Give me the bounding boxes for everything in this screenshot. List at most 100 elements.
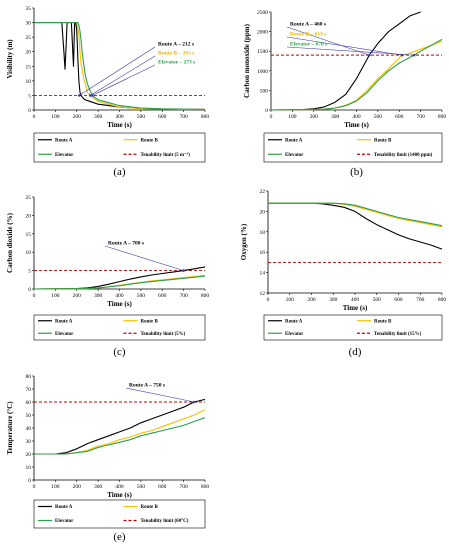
x-tick-label: 300 [94, 484, 103, 490]
x-tick-label: 100 [286, 297, 295, 303]
y-tick-label: 20 [26, 452, 32, 458]
x-tick-label: 200 [307, 297, 316, 303]
y-tick-label: 0 [28, 108, 31, 114]
x-tick-label: 200 [310, 114, 319, 120]
y-tick-label: 15 [26, 232, 32, 238]
legend-label: Route B [141, 138, 159, 143]
x-tick-label: 400 [352, 114, 361, 120]
y-tick-label: 0 [265, 108, 268, 114]
y-tick-label: 60 [26, 400, 32, 406]
y-tick-label: 2500 [257, 10, 268, 16]
legend-label: Route B [374, 319, 392, 324]
y-tick-label: 70 [26, 387, 32, 393]
y-tick-label: 0 [28, 478, 31, 484]
annotation-arrow [79, 46, 156, 96]
legend-label: Route B [141, 319, 159, 324]
x-tick-label: 100 [288, 114, 297, 120]
x-tick-label: 400 [115, 484, 124, 490]
y-tick-label: 14 [260, 271, 266, 277]
x-axis-label: Time (s) [107, 300, 132, 308]
y-tick-label: 2000 [257, 30, 268, 36]
annotation-label: Route A – 750 s [129, 383, 165, 389]
legend-label: Route A [285, 319, 303, 324]
y-axis-label: Visibility (m) [6, 39, 14, 79]
x-tick-label: 800 [201, 114, 210, 120]
y-tick-label: 30 [26, 439, 32, 445]
annotation-label: Elevator – 670 s [290, 42, 327, 48]
annotation-arrowhead [91, 94, 94, 97]
x-tick-label: 600 [158, 114, 167, 120]
panel-label: (e) [113, 531, 126, 543]
x-tick-label: 200 [73, 114, 82, 120]
y-tick-label: 16 [260, 250, 266, 256]
chart-a: 0 100 200 300 400 500 600 700 800 0 5 10 15 20 25 30 35 T… [6, 6, 209, 178]
chart-d: 0 100 200 300 400 500 600 700 800 12 14 16 18 20 22 Tim… [240, 189, 446, 358]
x-tick-label: 0 [270, 114, 273, 120]
legend-box [33, 499, 206, 529]
y-tick-label: 30 [26, 21, 32, 27]
annotation-label: Route B – 613 s [290, 32, 326, 38]
annotation-arrowhead [88, 94, 92, 97]
annotation-arrow [286, 46, 415, 56]
x-axis-label: Time (s) [107, 491, 132, 499]
legend-label: Route A [55, 505, 73, 510]
x-tick-label: 300 [329, 297, 338, 303]
y-tick-label: 5 [28, 93, 31, 99]
x-tick-label: 400 [351, 297, 360, 303]
annotation-arrowhead [182, 269, 185, 272]
series-line-elevator [33, 275, 206, 290]
legend-label: Elevator [285, 332, 304, 337]
panel-label: (b) [350, 166, 363, 178]
x-axis-label: Time (s) [107, 121, 132, 129]
x-tick-label: 800 [438, 297, 447, 303]
x-tick-label: 100 [51, 293, 60, 299]
y-tick-label: 25 [26, 35, 32, 41]
series-line-route-a [34, 22, 205, 110]
legend-label: Route A [285, 138, 303, 143]
chart-b: 0 100 200 300 400 500 600 700 800 0 500 1000 1500 200… [243, 10, 446, 178]
x-tick-label: 700 [417, 114, 426, 120]
y-tick-label: 0 [28, 287, 31, 293]
legend-box [33, 132, 206, 163]
chart-c: 0 100 200 300 400 500 600 700 800 0 5 10 15 20 25 Time … [6, 195, 209, 358]
annotation-arrow [90, 55, 156, 96]
y-tick-label: 35 [26, 6, 32, 12]
x-tick-label: 600 [394, 297, 403, 303]
annotation-label: Elevator – 273 s [158, 60, 195, 66]
legend-label: Elevator [55, 153, 74, 158]
series-line-elevator [270, 38, 443, 111]
annotation-arrowhead [412, 53, 416, 57]
x-tick-label: 500 [137, 293, 146, 299]
y-tick-label: 80 [26, 374, 32, 380]
annotation-arrowhead [368, 53, 371, 57]
annotation-label: Route A – 700 s [108, 241, 144, 247]
y-axis-label: Oxygen (%) [240, 223, 248, 260]
annotation-arrow [286, 36, 403, 56]
legend-label: Tenability limit (60°C) [141, 519, 189, 524]
series-line-route-a [270, 11, 421, 111]
legend-label: Tenability limit (15%) [374, 332, 422, 337]
y-tick-label: 25 [26, 195, 32, 201]
legend-label: Tenability limit (1400 ppm) [374, 153, 433, 158]
legend-label: Route A [55, 138, 73, 143]
x-tick-label: 800 [201, 293, 210, 299]
x-tick-label: 0 [33, 114, 36, 120]
legend-label: Tenability limit (5 m⁻¹) [141, 152, 191, 158]
x-tick-label: 500 [137, 114, 146, 120]
legend-box [263, 314, 443, 341]
legend-label: Elevator [55, 332, 74, 337]
series-line-route-a [34, 398, 206, 455]
annotation-label: Route B – 263 s [158, 51, 194, 57]
y-tick-label: 15 [26, 64, 32, 70]
panel-label: (c) [113, 346, 126, 358]
y-tick-label: 1000 [257, 69, 268, 75]
legend-label: Route A [55, 319, 73, 324]
y-tick-label: 10 [26, 79, 32, 85]
x-tick-label: 400 [115, 293, 124, 299]
x-tick-label: 600 [395, 114, 404, 120]
annotation-arrowhead [193, 400, 196, 404]
x-tick-label: 700 [180, 293, 189, 299]
y-tick-label: 18 [260, 230, 266, 236]
y-tick-label: 40 [26, 426, 32, 432]
series-line-route-b [33, 274, 206, 290]
